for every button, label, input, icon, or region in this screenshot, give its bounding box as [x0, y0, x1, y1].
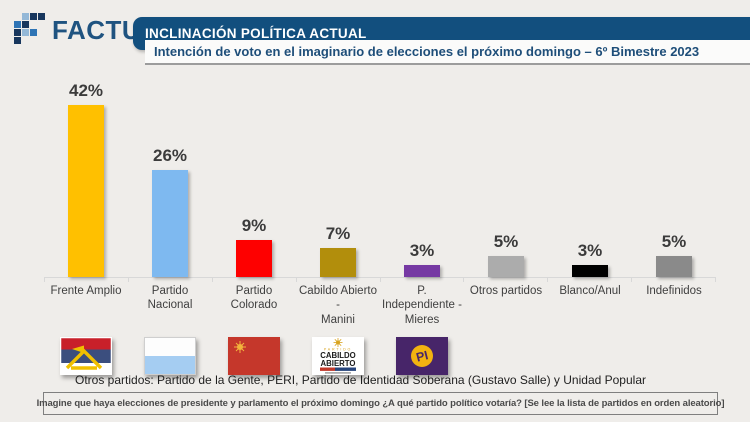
logo-pixel	[38, 13, 45, 20]
category-label-indefinidos: Indefinidos	[646, 285, 702, 297]
factum-pixel-icon	[14, 13, 46, 47]
page-title: INCLINACIÓN POLÍTICA ACTUAL	[145, 26, 367, 41]
bar-column-partido-colorado: 9%	[212, 216, 296, 277]
logo-pixel	[14, 29, 21, 36]
otros-partidos-note: Otros partidos: Partido de la Gente, PER…	[75, 373, 646, 387]
party-flags-row: PARTIDO CABILDO ABIERTO PI	[44, 337, 716, 376]
flag-cell-blanco-anul	[548, 337, 632, 375]
axis-tick	[381, 278, 465, 282]
axis-tick	[297, 278, 381, 282]
bar-partido-nacional	[152, 170, 188, 277]
category-label-p-independiente-mieres: P. Independiente - Mieres	[382, 285, 462, 326]
bar-column-cabildo-abierto-manini: 7%	[296, 224, 380, 277]
logo-pixel	[14, 37, 21, 44]
subtitle-band: Intención de voto en el imaginario de el…	[145, 40, 750, 65]
axis-tick	[129, 278, 213, 282]
bar-value-label-frente-amplio: 42%	[68, 81, 104, 100]
logo-pixel	[30, 13, 37, 20]
bar-value-label-blanco-anul: 3%	[577, 241, 603, 260]
bar-value-label-indefinidos: 5%	[661, 232, 687, 251]
category-labels-row: Frente Amplio Partido Nacional Partido Col…	[44, 284, 716, 327]
bar-column-frente-amplio: 42%	[44, 81, 128, 277]
category-label-otros-partidos: Otros partidos	[469, 285, 543, 297]
flag-cell-partido-colorado	[212, 337, 296, 376]
flag-cell-indefinidos	[632, 337, 716, 375]
flag-cabildo-abierto-icon: PARTIDO CABILDO ABIERTO	[312, 337, 364, 376]
logo-pixel	[14, 21, 21, 28]
bar-p-independiente-mieres	[404, 265, 440, 277]
flag-cell-cabildo-abierto-manini: PARTIDO CABILDO ABIERTO	[296, 337, 380, 376]
bar-otros-partidos	[488, 256, 524, 277]
flag-partido-independiente-icon: PI	[396, 337, 448, 376]
bar-value-label-otros-partidos: 5%	[493, 232, 519, 251]
svg-text:CABILDO: CABILDO	[320, 351, 356, 360]
bar-column-p-independiente-mieres: 3%	[380, 241, 464, 277]
flag-cell-partido-nacional	[128, 337, 212, 376]
axis-tick	[632, 278, 716, 282]
category-label-cabildo-abierto-manini: Cabildo Abierto - Manini	[299, 285, 377, 326]
bar-value-label-partido-nacional: 26%	[152, 146, 188, 165]
axis-tick	[548, 278, 633, 282]
survey-question-text: Imagine que haya elecciones de president…	[36, 398, 725, 409]
axis-tick	[213, 278, 297, 282]
flag-cell-frente-amplio	[44, 337, 128, 376]
bar-blanco-anul	[572, 265, 608, 277]
logo-pixel	[22, 13, 29, 20]
svg-text:PI: PI	[415, 348, 430, 364]
category-label-partido-nacional: Partido Nacional	[147, 285, 193, 312]
category-label-blanco-anul: Blanco/Anul	[559, 285, 621, 297]
flag-frente-amplio-icon	[60, 337, 112, 376]
category-label-partido-colorado: Partido Colorado	[230, 285, 278, 312]
axis-tick	[44, 278, 129, 282]
svg-text:PARTIDO: PARTIDO	[324, 348, 352, 352]
svg-text:ABIERTO: ABIERTO	[321, 359, 356, 368]
bar-cabildo-abierto-manini	[320, 248, 356, 277]
bar-frente-amplio	[68, 105, 104, 277]
logo-pixel	[22, 29, 29, 36]
bar-column-partido-nacional: 26%	[128, 146, 212, 277]
bar-value-label-p-independiente-mieres: 3%	[409, 241, 435, 260]
flag-partido-colorado-icon	[228, 337, 280, 376]
bar-value-label-cabildo-abierto-manini: 7%	[325, 224, 351, 243]
bar-column-indefinidos: 5%	[632, 232, 716, 277]
flag-partido-nacional-icon	[144, 337, 196, 376]
flag-cell-p-independiente-mieres: PI	[380, 337, 464, 376]
axis-ticks	[44, 278, 716, 282]
logo-pixel	[30, 29, 37, 36]
category-label-frente-amplio: Frente Amplio	[50, 285, 122, 297]
bars-row: 42% 26% 9% 7% 3% 5% 3% 5%	[44, 81, 716, 278]
chart-subtitle: Intención de voto en el imaginario de el…	[154, 44, 700, 59]
bar-indefinidos	[656, 256, 692, 277]
bar-partido-colorado	[236, 240, 272, 277]
bar-column-otros-partidos: 5%	[464, 232, 548, 277]
bar-chart: 42% 26% 9% 7% 3% 5% 3% 5% Frente Amplio Partido …	[44, 81, 716, 376]
logo-pixel	[22, 21, 29, 28]
bar-value-label-partido-colorado: 9%	[241, 216, 267, 235]
survey-question-box: Imagine que haya elecciones de president…	[37, 392, 725, 415]
bar-column-blanco-anul: 3%	[548, 241, 632, 277]
axis-tick	[464, 278, 549, 282]
flag-cell-otros-partidos	[464, 337, 548, 375]
